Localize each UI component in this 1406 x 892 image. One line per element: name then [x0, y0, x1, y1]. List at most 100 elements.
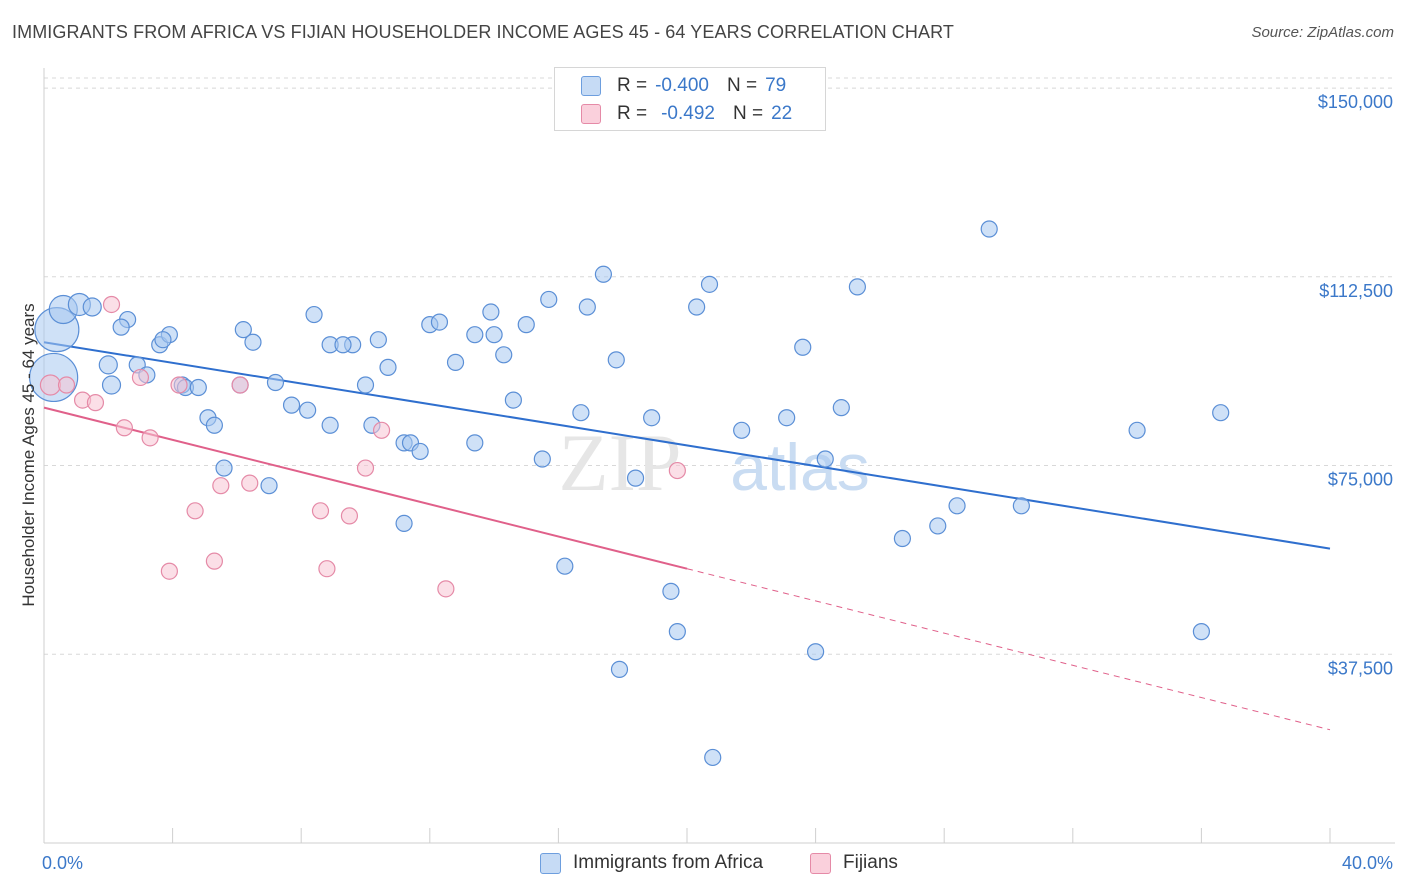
- legend-n-value: 22: [771, 103, 793, 124]
- point-africa: [260, 477, 278, 495]
- point-africa: [101, 375, 122, 395]
- point-africa: [379, 358, 397, 376]
- watermark-zip: ZIP: [559, 417, 682, 508]
- point-africa: [411, 442, 429, 461]
- point-africa: [688, 298, 706, 316]
- point-africa: [334, 336, 352, 354]
- point-africa: [234, 321, 252, 339]
- point-africa: [1012, 497, 1030, 515]
- point-fijians: [86, 394, 105, 412]
- point-fijians: [311, 502, 330, 520]
- point-fijians: [372, 421, 391, 439]
- point-africa: [643, 409, 661, 427]
- watermark-atlas: atlas: [730, 430, 869, 504]
- point-africa: [556, 557, 574, 575]
- series-legend: Immigrants from Africa Fijians: [0, 852, 1406, 878]
- legend-row-fijians: R = -0.492 N = 22: [555, 100, 792, 128]
- legend-n-label: N =: [732, 103, 764, 124]
- point-africa: [929, 517, 947, 535]
- point-fijians: [131, 368, 150, 387]
- x-tick-label: 0.0%: [42, 853, 83, 873]
- legend-swatch-fijians: [581, 104, 601, 124]
- point-africa: [778, 409, 796, 427]
- point-fijians: [102, 295, 121, 314]
- trend-line-fijians: [686, 568, 1331, 731]
- chart-title: IMMIGRANTS FROM AFRICA VS FIJIAN HOUSEHO…: [12, 22, 954, 42]
- point-africa: [806, 643, 825, 661]
- point-africa: [578, 298, 596, 316]
- legend-r-value: -0.400: [655, 75, 709, 96]
- legend-n-label: N =: [726, 75, 758, 96]
- point-africa: [356, 376, 375, 394]
- point-africa: [154, 331, 172, 349]
- legend-r-label: R =: [617, 75, 648, 96]
- point-africa: [282, 396, 301, 414]
- point-africa: [98, 355, 118, 375]
- point-africa: [594, 265, 613, 283]
- point-fijians: [170, 376, 188, 394]
- point-africa: [266, 373, 285, 392]
- point-africa: [816, 450, 834, 468]
- point-fijians: [318, 560, 336, 578]
- legend-swatch-fijians: [810, 852, 831, 874]
- data-points: [29, 220, 1230, 767]
- legend-row-africa: R = -0.400 N = 79: [555, 72, 786, 100]
- legend-swatch-africa: [540, 852, 561, 874]
- point-fijians: [57, 376, 76, 394]
- legend-n-value: 79: [765, 75, 787, 96]
- legend-label-africa: Immigrants from Africa: [573, 852, 764, 873]
- y-tick-label: $37,500: [1328, 658, 1393, 678]
- watermark: ZIP atlas: [559, 417, 870, 508]
- point-fijians: [186, 502, 204, 520]
- point-africa: [299, 401, 317, 419]
- point-africa: [1128, 421, 1146, 439]
- point-africa: [430, 313, 449, 331]
- point-fijians: [115, 419, 133, 437]
- point-fijians: [160, 562, 178, 580]
- trend-lines: [43, 341, 1331, 731]
- point-africa: [533, 450, 551, 468]
- point-africa: [733, 421, 751, 439]
- point-fijians: [668, 461, 686, 480]
- point-fijians: [437, 580, 455, 598]
- point-africa: [482, 303, 500, 321]
- axes: [43, 68, 1395, 844]
- point-africa: [215, 459, 233, 477]
- point-africa: [517, 316, 535, 334]
- legend-item-fijians: Fijians: [810, 852, 898, 874]
- grid-lines: [44, 77, 1395, 655]
- point-africa: [948, 497, 966, 515]
- legend-item-africa: Immigrants from Africa: [540, 852, 763, 874]
- point-fijians: [231, 376, 249, 394]
- point-africa: [700, 275, 719, 293]
- point-africa: [540, 290, 558, 309]
- legend-label-fijians: Fijians: [843, 852, 898, 873]
- point-africa: [848, 278, 866, 296]
- point-africa: [466, 434, 484, 452]
- point-africa: [466, 326, 484, 344]
- point-fijians: [340, 507, 359, 525]
- y-axis-label: Householder Income Ages 45 - 64 years: [19, 303, 38, 606]
- point-africa: [446, 353, 465, 371]
- point-africa: [832, 399, 850, 417]
- point-africa: [305, 305, 323, 324]
- point-africa: [205, 416, 223, 434]
- point-fijians: [356, 459, 375, 477]
- point-africa: [112, 318, 130, 336]
- point-africa: [980, 220, 998, 238]
- point-fijians: [205, 552, 223, 570]
- point-africa: [1212, 404, 1230, 422]
- tick-labels: $37,500 $75,000 $112,500 $150,000 0.0% 40.0%: [42, 92, 1393, 873]
- y-tick-label: $75,000: [1328, 470, 1393, 490]
- point-africa: [189, 378, 207, 397]
- point-africa: [794, 338, 812, 356]
- point-africa: [82, 297, 102, 317]
- legend-swatch-africa: [581, 76, 601, 96]
- point-africa: [369, 331, 387, 349]
- point-africa: [607, 351, 625, 369]
- point-fijians: [212, 477, 230, 495]
- point-africa: [244, 333, 262, 351]
- legend-r-label: R =: [617, 103, 648, 124]
- x-tick-label: 40.0%: [1342, 853, 1393, 873]
